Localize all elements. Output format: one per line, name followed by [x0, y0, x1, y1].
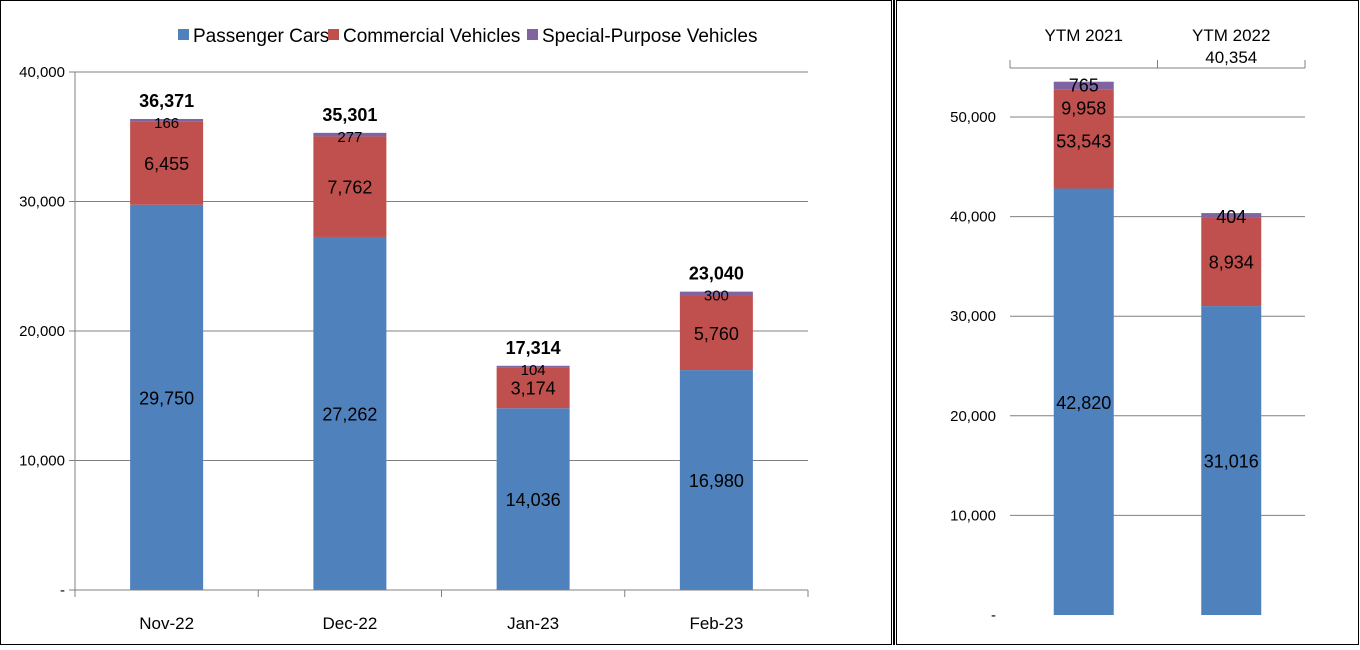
bar-segment-commercial-vehicles	[1201, 217, 1262, 307]
data-label-total: 17,314	[506, 338, 561, 358]
legend-swatch-special-purpose-vehicles	[527, 29, 538, 40]
data-label-passenger-cars: 27,262	[322, 404, 377, 424]
data-label-passenger-cars: 14,036	[506, 490, 561, 510]
data-label-commercial-vehicles: 7,762	[327, 178, 372, 198]
x-tick-label: Nov-22	[139, 614, 194, 633]
y-tick-label: -	[991, 607, 996, 624]
ytm-chart: - 10,000 20,000 30,000 40,000 50,000 42,820 9,9…	[950, 26, 1306, 624]
data-label-total: 53,543	[1056, 131, 1111, 151]
bar-segment-commercial-vehicles	[679, 295, 753, 371]
data-label-total: 23,040	[689, 264, 744, 284]
data-label-commercial-vehicles: 3,174	[511, 379, 556, 399]
y-tick-label: 50,000	[950, 109, 996, 126]
x-tick-label: Feb-23	[689, 614, 743, 633]
data-label-special-purpose-vehicles: 277	[337, 129, 362, 146]
data-label-special-purpose-vehicles: 300	[704, 288, 729, 305]
bar-segment-passenger-cars	[496, 408, 570, 590]
y-tick-label: 10,000	[950, 507, 996, 524]
bar-segment-passenger-cars	[130, 204, 204, 591]
data-label-special-purpose-vehicles: 765	[1069, 76, 1099, 96]
x-tick-label: YTM 2021	[1045, 26, 1123, 45]
x-tick-label: YTM 2022	[1192, 26, 1270, 45]
bar-segment-commercial-vehicles	[1053, 89, 1114, 189]
y-tick-label: 20,000	[19, 323, 65, 340]
legend-label-passenger-cars: Passenger Cars	[193, 26, 329, 47]
y-tick-label: 30,000	[19, 194, 65, 211]
y-tick-label: -	[60, 582, 65, 599]
monthly-chart: - 10,000 20,000 30,000 40,000 29,750 6,455 166 3…	[19, 64, 809, 633]
header-total-label: 40,354	[1205, 48, 1257, 67]
data-label-passenger-cars: 42,820	[1056, 393, 1111, 413]
y-tick-label: 40,000	[950, 209, 996, 226]
data-label-special-purpose-vehicles: 104	[521, 362, 546, 379]
bar-segment-commercial-vehicles	[496, 367, 570, 409]
bar-segment-special-purpose-vehicles	[1201, 213, 1262, 218]
bar-segment-commercial-vehicles	[313, 136, 387, 237]
bar-segment-special-purpose-vehicles	[313, 132, 387, 137]
legend-label-special-purpose-vehicles: Special-Purpose Vehicles	[542, 26, 757, 47]
data-label-total: 36,371	[139, 91, 194, 111]
bar-segment-special-purpose-vehicles	[130, 118, 204, 122]
data-label-special-purpose-vehicles: 404	[1216, 207, 1246, 227]
bar-segment-passenger-cars	[1053, 188, 1114, 615]
data-label-commercial-vehicles: 9,958	[1061, 98, 1106, 118]
y-tick-label: 20,000	[950, 408, 996, 425]
x-tick-label: Dec-22	[322, 614, 377, 633]
y-tick-label: 40,000	[19, 64, 65, 81]
data-label-passenger-cars: 29,750	[139, 388, 194, 408]
y-tick-label: 10,000	[19, 453, 65, 470]
y-tick-label: 30,000	[950, 308, 996, 325]
legend-label-commercial-vehicles: Commercial Vehicles	[343, 26, 520, 47]
legend: Passenger Cars Commercial Vehicles Speci…	[178, 26, 757, 47]
data-label-special-purpose-vehicles: 166	[154, 115, 179, 132]
data-label-commercial-vehicles: 8,934	[1209, 253, 1254, 273]
bar-segment-commercial-vehicles	[130, 121, 204, 205]
legend-swatch-passenger-cars	[178, 29, 189, 40]
x-tick-label: Jan-23	[507, 614, 559, 633]
legend-swatch-commercial-vehicles	[328, 29, 339, 40]
bar-segment-special-purpose-vehicles	[496, 365, 570, 368]
bar-segment-passenger-cars	[679, 370, 753, 590]
data-label-passenger-cars: 31,016	[1204, 452, 1259, 472]
data-label-commercial-vehicles: 5,760	[694, 324, 739, 344]
bar-segment-passenger-cars	[313, 236, 387, 591]
bar-segment-special-purpose-vehicles	[679, 291, 753, 296]
bar-segment-special-purpose-vehicles	[1053, 81, 1114, 90]
data-label-commercial-vehicles: 6,455	[144, 154, 189, 174]
data-label-total: 35,301	[322, 105, 377, 125]
bar-segment-passenger-cars	[1201, 306, 1262, 615]
data-label-passenger-cars: 16,980	[689, 471, 744, 491]
